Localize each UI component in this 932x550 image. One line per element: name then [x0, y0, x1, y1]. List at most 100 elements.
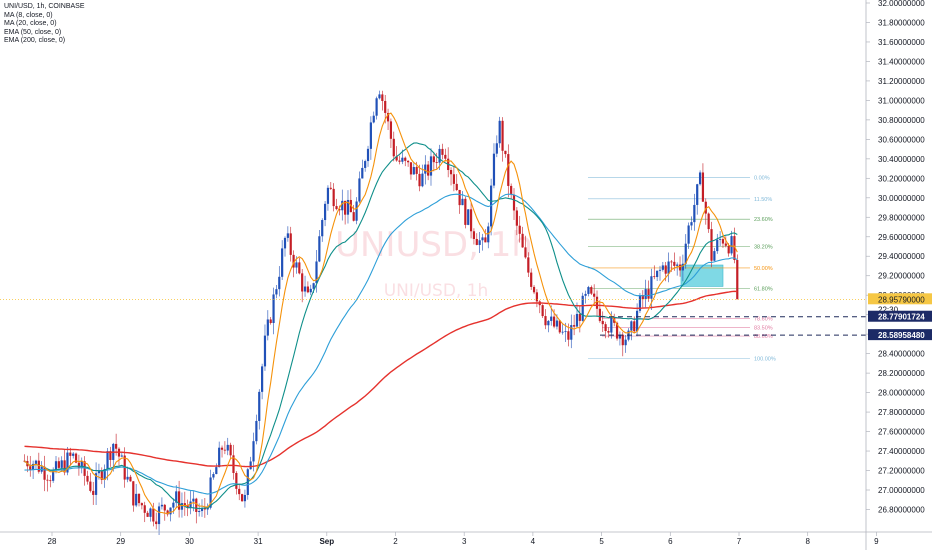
candle-body	[541, 305, 544, 317]
ema50-line	[24, 193, 738, 495]
candle-body	[172, 502, 175, 508]
candle-body	[212, 474, 215, 478]
candle-body	[404, 157, 407, 161]
candle-body	[344, 200, 347, 215]
time-tick-label: 7	[737, 537, 742, 546]
candle-body	[120, 455, 123, 457]
candle-body	[77, 462, 81, 469]
time-tick-label: 30	[185, 537, 194, 546]
candle-body	[338, 209, 341, 211]
price-tick-label: 28.00000000	[878, 389, 925, 398]
price-tick-label: 31.60000000	[878, 38, 925, 47]
legend-ema200: EMA (200, close, 0)	[4, 37, 66, 45]
candle-body	[621, 334, 624, 346]
candle-body	[195, 498, 198, 512]
candle-body	[263, 335, 267, 367]
candle-body	[378, 94, 381, 99]
fib-level-label: 78.60%	[754, 317, 773, 323]
candle-body	[381, 94, 384, 101]
candle-body	[278, 276, 281, 290]
candle-body	[366, 148, 370, 162]
candle-body	[329, 187, 332, 189]
candle-body	[641, 294, 644, 300]
price-tick-label: 32.00000000	[878, 0, 925, 8]
candle-body	[346, 199, 350, 215]
candle-body	[633, 321, 636, 332]
candle-body	[424, 164, 427, 174]
candle-body	[286, 233, 289, 238]
candle-body	[332, 188, 335, 207]
candle-body	[521, 233, 524, 248]
candle-body	[137, 493, 141, 504]
candle-body	[306, 286, 310, 293]
candle-body	[647, 289, 650, 299]
candle-body	[578, 313, 581, 321]
candle-body	[461, 198, 464, 206]
candle-body	[670, 261, 673, 263]
candle-body	[175, 491, 178, 503]
candle-body	[32, 463, 35, 470]
candle-body	[707, 213, 710, 230]
price-tick-label: 31.80000000	[878, 18, 925, 27]
candle-body	[321, 220, 324, 237]
candle-body	[43, 466, 46, 480]
candle-body	[650, 276, 653, 299]
candle-body	[63, 460, 66, 473]
candle-body	[504, 150, 507, 155]
price-tick-label: 27.60000000	[878, 428, 925, 437]
candle-body	[593, 293, 596, 297]
candle-body	[220, 447, 224, 450]
time-tick-label: 29	[116, 537, 125, 546]
fib-level-label: 61.80%	[754, 286, 773, 292]
candle-body	[206, 507, 209, 510]
candle-body	[401, 157, 404, 162]
candle-body	[261, 366, 264, 392]
candle-body	[687, 225, 690, 244]
candle-body	[258, 391, 261, 421]
candle-body	[427, 164, 430, 176]
level-price-value: 28.77901724	[878, 313, 925, 322]
candle-body	[484, 237, 487, 243]
candle-body	[601, 320, 604, 325]
candle-body	[435, 162, 438, 163]
candle-body	[644, 289, 647, 300]
candle-body	[364, 161, 367, 168]
fib-level-label: 0.00%	[754, 175, 770, 181]
candle-body	[240, 494, 244, 502]
candle-body	[678, 264, 682, 271]
candle-body	[449, 170, 453, 175]
candle-body	[547, 320, 550, 326]
candle-body	[235, 472, 238, 489]
candle-body	[727, 245, 730, 254]
candle-body	[200, 508, 204, 512]
candle-body	[132, 481, 135, 506]
candle-body	[60, 460, 63, 468]
candle-body	[149, 508, 152, 517]
candle-body	[673, 261, 676, 266]
horizontal-levels	[0, 298, 866, 336]
candle-body	[676, 264, 679, 266]
level-price-tag	[868, 310, 932, 322]
candle-body	[395, 156, 398, 161]
candle-body	[315, 261, 318, 284]
candle-body	[507, 154, 510, 186]
candle-body	[713, 251, 716, 261]
candle-body	[372, 115, 375, 123]
candle-body	[34, 460, 38, 464]
candle-body	[223, 449, 226, 451]
candle-body	[638, 294, 642, 311]
candle-body	[555, 320, 559, 327]
candle-body	[309, 288, 312, 293]
candle-body	[524, 247, 527, 258]
candle-body	[532, 286, 536, 293]
candle-body	[341, 200, 344, 211]
candle-body	[157, 506, 161, 525]
candle-body	[229, 444, 232, 456]
candle-body	[375, 98, 378, 116]
candle-body	[478, 240, 481, 245]
candle-body	[458, 190, 461, 206]
candle-body	[238, 488, 241, 495]
price-tick-label: 31.20000000	[878, 77, 925, 86]
